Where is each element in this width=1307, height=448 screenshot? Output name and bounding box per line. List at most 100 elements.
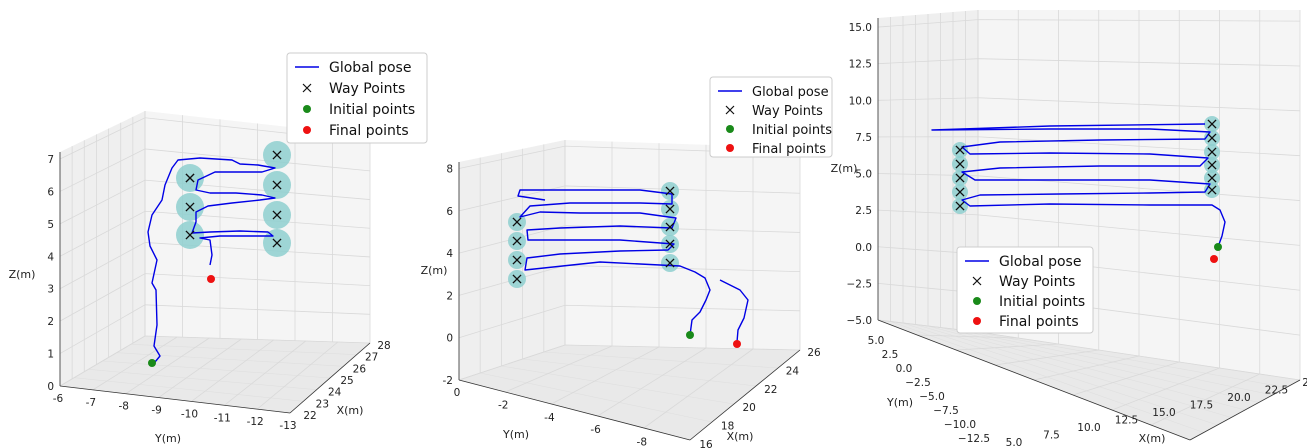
final-point bbox=[207, 275, 215, 283]
x-tick-label: 20.0 bbox=[1227, 392, 1250, 404]
initial-point bbox=[148, 359, 156, 367]
legend-x-swatch bbox=[725, 105, 735, 115]
final-point bbox=[733, 340, 741, 348]
x-tick-label: 25 bbox=[340, 375, 353, 387]
way-point-marker bbox=[665, 258, 675, 268]
legend-label: Final points bbox=[999, 314, 1079, 330]
legend-x-swatch bbox=[972, 276, 982, 286]
z-tick-label: 2.5 bbox=[855, 205, 872, 217]
z-tick-label: 8 bbox=[446, 164, 453, 176]
legend-label: Final points bbox=[752, 142, 826, 157]
way-point-marker bbox=[1207, 147, 1217, 157]
way-point-marker bbox=[1207, 119, 1217, 129]
way-point-marker bbox=[272, 238, 282, 248]
z-tick-label: 1 bbox=[47, 349, 54, 361]
grid-line bbox=[551, 346, 660, 405]
x-tick-label: 22 bbox=[303, 410, 316, 422]
legend-x-swatch bbox=[302, 83, 312, 93]
y-tick-label: 5.0 bbox=[868, 335, 885, 347]
legend-label: Way Points bbox=[329, 81, 405, 97]
way-point-marker bbox=[665, 204, 675, 214]
grid-line bbox=[902, 322, 1218, 426]
way-point-marker bbox=[512, 255, 522, 265]
x-tick-label: 7.5 bbox=[1043, 430, 1060, 442]
legend-label: Initial points bbox=[329, 102, 415, 118]
grid-line bbox=[890, 321, 1204, 433]
z-tick-label: 12.5 bbox=[849, 59, 872, 71]
y-tick-label: -6 bbox=[53, 393, 64, 405]
way-point-marker bbox=[1207, 173, 1217, 183]
y-axis-label: Y(m) bbox=[502, 428, 529, 441]
way-point-marker bbox=[665, 186, 675, 196]
x-axis-label: X(m) bbox=[337, 404, 364, 417]
z-tick-label: 4 bbox=[446, 248, 453, 260]
x-tick-label: 24 bbox=[786, 365, 800, 377]
legend-box bbox=[286, 52, 428, 144]
way-point-marker bbox=[185, 173, 195, 183]
final-point bbox=[1210, 255, 1218, 263]
z-tick-label: 2 bbox=[47, 316, 54, 328]
way-point-marker bbox=[512, 236, 522, 246]
z-axis-label: Z(m) bbox=[9, 268, 36, 281]
grid-line bbox=[480, 372, 713, 423]
grid-line bbox=[643, 348, 754, 429]
grid-line bbox=[522, 358, 757, 387]
z-tick-label: 0.0 bbox=[855, 242, 872, 254]
grid-line bbox=[977, 331, 1301, 381]
y-tick-label: 0.0 bbox=[896, 363, 913, 375]
grid-line bbox=[940, 327, 1259, 403]
y-tick-label: −10.0 bbox=[944, 419, 976, 431]
grid-line bbox=[915, 324, 1232, 418]
way-point-marker bbox=[272, 180, 282, 190]
grid-line bbox=[458, 344, 566, 381]
z-tick-label: 7.5 bbox=[855, 132, 872, 144]
way-point-marker bbox=[955, 159, 965, 169]
way-point-marker bbox=[1207, 160, 1217, 170]
z-tick-label: 15.0 bbox=[849, 22, 872, 34]
z-tick-label: 5 bbox=[47, 219, 54, 231]
x-axis-line bbox=[1189, 379, 1301, 441]
legend-label: Global pose bbox=[999, 254, 1081, 270]
grid-line bbox=[116, 352, 344, 367]
y-axis-label: Y(m) bbox=[154, 432, 181, 445]
x-tick-label: 24 bbox=[328, 387, 342, 399]
grid-line bbox=[927, 325, 1246, 411]
way-point-marker bbox=[185, 202, 195, 212]
way-point-marker bbox=[955, 187, 965, 197]
y-tick-label: −12.5 bbox=[958, 433, 990, 445]
y-tick-label: -11 bbox=[214, 412, 231, 424]
legend-green-swatch bbox=[973, 297, 981, 305]
legend-green-swatch bbox=[726, 125, 734, 133]
z-axis-label: Z(m) bbox=[421, 264, 448, 277]
legend-label: Final points bbox=[329, 123, 409, 139]
x-axis-line bbox=[289, 342, 371, 414]
x-tick-label: 27 bbox=[365, 352, 378, 364]
floor-pane bbox=[459, 345, 800, 440]
way-point-marker bbox=[955, 145, 965, 155]
way-point-marker bbox=[955, 201, 965, 211]
legend-label: Global pose bbox=[752, 85, 829, 100]
x-tick-label: 15.0 bbox=[1152, 407, 1175, 419]
legend-3: Global pose Way Points Initial points Final… bbox=[956, 246, 1094, 334]
x-tick-label: 22.5 bbox=[1265, 385, 1288, 397]
z-tick-label: 4 bbox=[47, 251, 54, 263]
z-tick-label: 6 bbox=[47, 186, 54, 198]
z-tick-label: 0 bbox=[47, 381, 54, 393]
x-tick-label: 26 bbox=[353, 363, 367, 375]
grid-line bbox=[505, 345, 613, 393]
z-tick-label: -2 bbox=[443, 375, 453, 387]
y-tick-label: -2 bbox=[498, 399, 508, 411]
z-tick-label: 0 bbox=[446, 333, 453, 345]
way-point-marker bbox=[665, 239, 675, 249]
y-tick-label: −7.5 bbox=[933, 405, 959, 417]
grid-line bbox=[597, 347, 707, 417]
legend-red-swatch bbox=[726, 144, 734, 152]
legend-2: Global pose Way Points Initial points Final… bbox=[709, 76, 833, 158]
floor-pane bbox=[878, 320, 1300, 440]
z-tick-label: −2.5 bbox=[847, 278, 873, 290]
x-tick-label: 10.0 bbox=[1077, 422, 1100, 434]
way-point-marker bbox=[512, 274, 522, 284]
chart-2: -2024680-2-4-6-8-10161820222426Z(m)Y(m)X… bbox=[421, 76, 833, 448]
way-point-marker bbox=[1207, 133, 1217, 143]
